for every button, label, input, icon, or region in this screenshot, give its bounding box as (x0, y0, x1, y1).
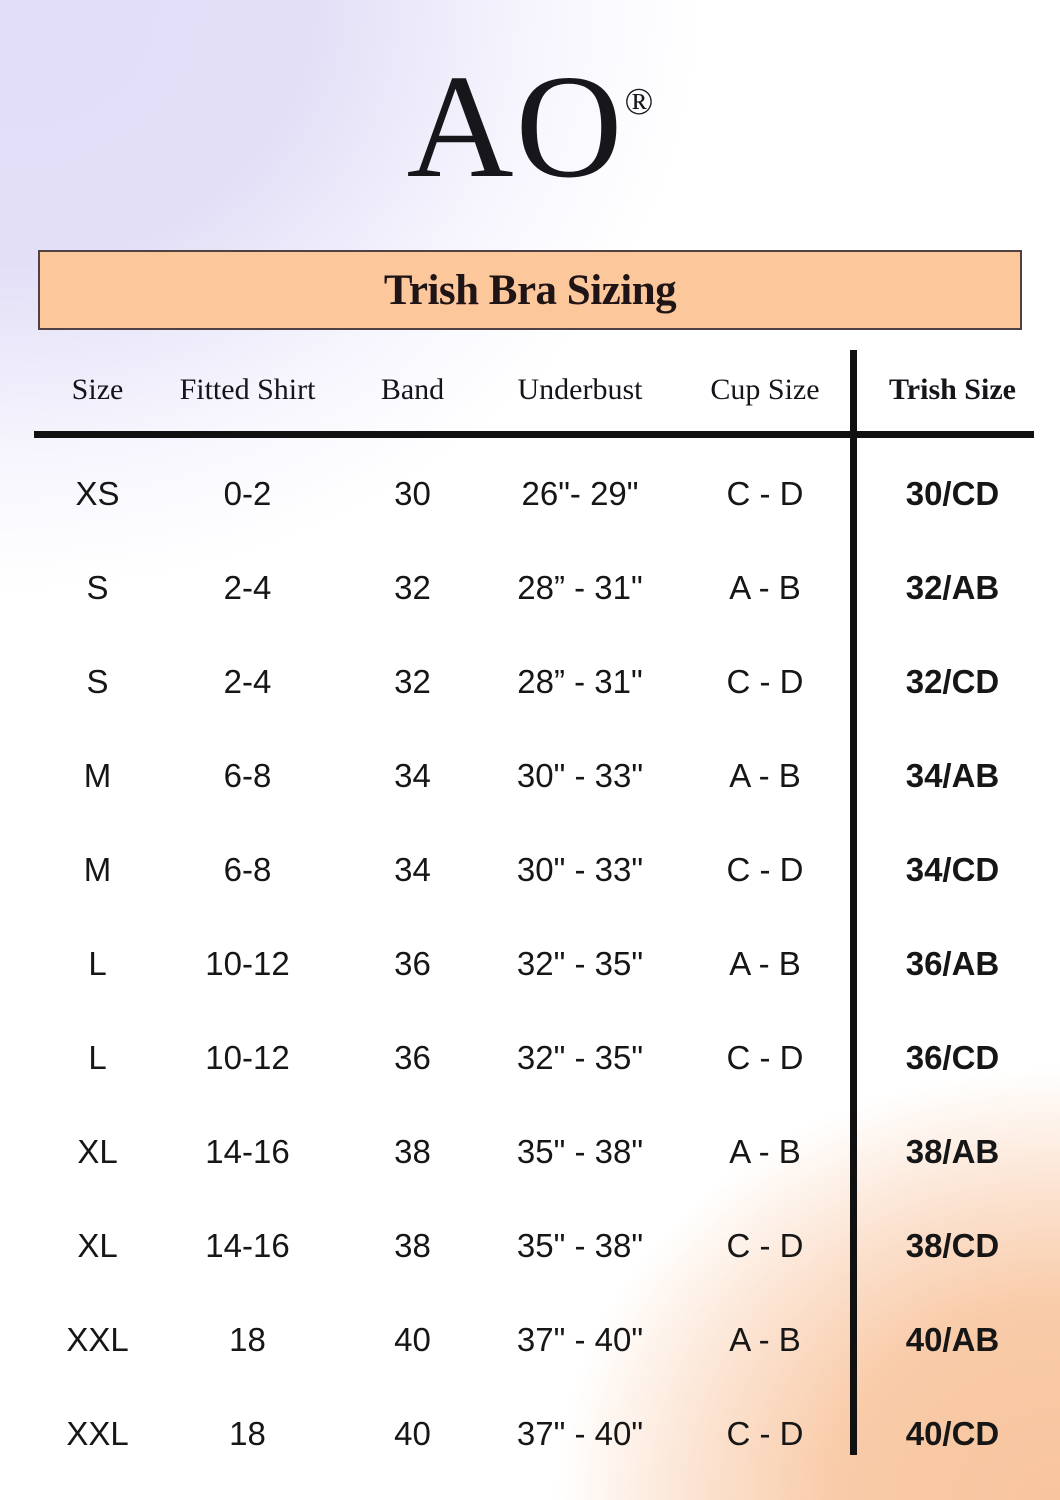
page-title: Trish Bra Sizing (383, 266, 677, 314)
table-row: M 6-8 34 30" - 33" A - B 34/AB (35, 729, 1045, 823)
cell-underbust: 37" - 40" (516, 1321, 644, 1358)
cell-cup-size: C - D (726, 475, 804, 512)
cell-underbust: 26"- 29" (521, 475, 639, 512)
cell-band: 38 (394, 1133, 431, 1170)
cell-band: 32 (394, 663, 431, 700)
cell-size: S (86, 569, 109, 606)
cell-size: XXL (66, 1415, 129, 1452)
cell-band: 34 (394, 757, 431, 794)
cell-underbust: 37" - 40" (516, 1415, 644, 1452)
cell-underbust: 35" - 38" (516, 1133, 644, 1170)
cell-cup-size: A - B (729, 1321, 801, 1358)
cell-size: XL (77, 1227, 118, 1264)
column-header-underbust: Underbust (517, 373, 643, 406)
cell-fitted-shirt: 6-8 (223, 757, 272, 794)
cell-size: S (86, 663, 109, 700)
column-header-size: Size (71, 373, 124, 406)
trish-column-divider-rule (850, 350, 857, 1455)
cell-size: M (83, 851, 112, 888)
cell-cup-size: C - D (726, 851, 804, 888)
cell-underbust: 28” - 31" (517, 663, 643, 700)
table-row: XS 0-2 30 26"- 29" C - D 30/CD (35, 447, 1045, 541)
cell-trish-size: 40/AB (905, 1321, 1000, 1358)
column-header-cup-size: Cup Size (710, 373, 820, 406)
cell-fitted-shirt: 2-4 (223, 663, 272, 700)
cell-fitted-shirt: 2-4 (223, 569, 272, 606)
cell-fitted-shirt: 14-16 (205, 1133, 290, 1170)
cell-trish-size: 32/CD (905, 663, 1000, 700)
brand-logo-text: AO (406, 45, 625, 209)
registered-trademark-symbol: ® (624, 81, 654, 123)
cell-trish-size: 36/AB (905, 945, 1000, 982)
cell-size: XXL (66, 1321, 129, 1358)
column-header-band: Band (380, 373, 445, 406)
table-row: L 10-12 36 32" - 35" A - B 36/AB (35, 917, 1045, 1011)
cell-band: 34 (394, 851, 431, 888)
cell-cup-size: A - B (729, 945, 801, 982)
table-header-row: Size Fitted Shirt Band Underbust Cup Siz… (35, 350, 1045, 430)
table-row: L 10-12 36 32" - 35" C - D 36/CD (35, 1011, 1045, 1105)
cell-underbust: 28” - 31" (517, 569, 643, 606)
cell-trish-size: 30/CD (905, 475, 1000, 512)
column-header-fitted-shirt: Fitted Shirt (179, 373, 316, 406)
cell-underbust: 35" - 38" (516, 1227, 644, 1264)
cell-underbust: 32" - 35" (516, 945, 644, 982)
cell-size: XL (77, 1133, 118, 1170)
cell-band: 38 (394, 1227, 431, 1264)
cell-band: 32 (394, 569, 431, 606)
cell-trish-size: 40/CD (905, 1415, 1000, 1452)
table-row: S 2-4 32 28” - 31" C - D 32/CD (35, 635, 1045, 729)
cell-trish-size: 34/AB (905, 757, 1000, 794)
cell-cup-size: A - B (729, 569, 801, 606)
cell-cup-size: A - B (729, 1133, 801, 1170)
cell-cup-size: C - D (726, 663, 804, 700)
cell-size: M (83, 757, 112, 794)
table-row: M 6-8 34 30" - 33" C - D 34/CD (35, 823, 1045, 917)
table-row: XL 14-16 38 35" - 38" C - D 38/CD (35, 1199, 1045, 1293)
cell-fitted-shirt: 6-8 (223, 851, 272, 888)
cell-trish-size: 38/CD (905, 1227, 1000, 1264)
cell-band: 36 (394, 1039, 431, 1076)
table-body: XS 0-2 30 26"- 29" C - D 30/CD S 2-4 32 28” - 31"… (35, 439, 1045, 1481)
cell-underbust: 30" - 33" (516, 757, 644, 794)
cell-fitted-shirt: 0-2 (223, 475, 272, 512)
title-banner: Trish Bra Sizing (38, 250, 1022, 330)
cell-fitted-shirt: 14-16 (205, 1227, 290, 1264)
cell-size: L (88, 945, 107, 982)
cell-underbust: 30" - 33" (516, 851, 644, 888)
cell-size: XS (75, 475, 120, 512)
cell-trish-size: 32/AB (905, 569, 1000, 606)
cell-underbust: 32" - 35" (516, 1039, 644, 1076)
header-underline-rule (34, 431, 1034, 438)
column-header-trish-size: Trish Size (889, 373, 1016, 406)
cell-band: 40 (394, 1321, 431, 1358)
cell-trish-size: 34/CD (905, 851, 1000, 888)
cell-fitted-shirt: 18 (229, 1321, 266, 1358)
cell-cup-size: C - D (726, 1227, 804, 1264)
cell-trish-size: 36/CD (905, 1039, 1000, 1076)
cell-band: 36 (394, 945, 431, 982)
table-row: XL 14-16 38 35" - 38" A - B 38/AB (35, 1105, 1045, 1199)
cell-trish-size: 38/AB (905, 1133, 1000, 1170)
cell-band: 30 (394, 475, 431, 512)
cell-cup-size: A - B (729, 757, 801, 794)
cell-fitted-shirt: 10-12 (205, 1039, 290, 1076)
cell-band: 40 (394, 1415, 431, 1452)
table-row: XXL 18 40 37" - 40" A - B 40/AB (35, 1293, 1045, 1387)
brand-logo: AO® (0, 52, 1060, 239)
cell-fitted-shirt: 10-12 (205, 945, 290, 982)
table-row: S 2-4 32 28” - 31" A - B 32/AB (35, 541, 1045, 635)
cell-cup-size: C - D (726, 1039, 804, 1076)
cell-cup-size: C - D (726, 1415, 804, 1452)
cell-fitted-shirt: 18 (229, 1415, 266, 1452)
table-row: XXL 18 40 37" - 40" C - D 40/CD (35, 1387, 1045, 1481)
cell-size: L (88, 1039, 107, 1076)
